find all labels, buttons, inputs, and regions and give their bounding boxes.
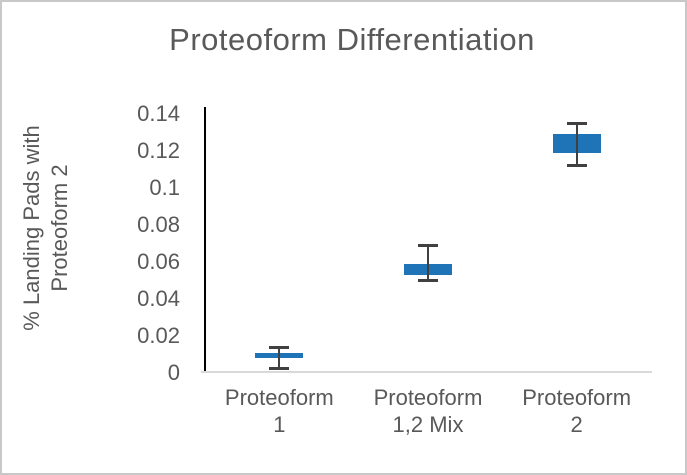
x-axis-line [201,371,652,373]
y-axis-title: % Landing Pads with Proteoform 2 [18,71,76,385]
x-category-label-line: Proteoform [373,385,483,410]
x-category-label: Proteoform 1 [201,384,357,438]
y-tick-label: 0.1 [149,175,180,200]
x-category-label: Proteoform 1,2 Mix [350,384,506,438]
whisker-cap-top [269,346,290,350]
whisker-cap-top [566,122,587,126]
y-tick-label: 0.06 [137,249,180,274]
y-tick-label: 0.08 [137,212,180,237]
whisker-cap-bottom [418,278,438,282]
y-tick-label: 0.14 [137,101,180,126]
chart-title: Proteoform Differentiation [169,22,535,57]
whisker-line [575,123,578,166]
y-tick-label: 0.04 [137,286,180,311]
whisker-cap-bottom [566,163,587,167]
y-axis-title-line1: % Landing Pads with [19,125,44,331]
x-category-label-line: Proteoform [224,385,334,410]
x-category-label-line: 2 [570,412,583,437]
x-category-label-line: Proteoform [522,385,632,410]
whisker-line [427,245,429,281]
y-axis-title-line2: Proteoform 2 [47,164,72,292]
y-tick-label: 0.12 [137,138,180,163]
x-category-label-line: 1,2 Mix [392,412,464,437]
whisker-cap-top [418,244,438,248]
x-category-label-line: 1 [273,412,286,437]
x-category-label: Proteoform 2 [499,384,655,438]
y-tick-label: 0 [167,360,180,385]
y-tick-label: 0.02 [137,323,180,348]
whisker-line [278,347,281,370]
whisker-cap-bottom [269,367,290,371]
y-axis-line [204,107,206,373]
